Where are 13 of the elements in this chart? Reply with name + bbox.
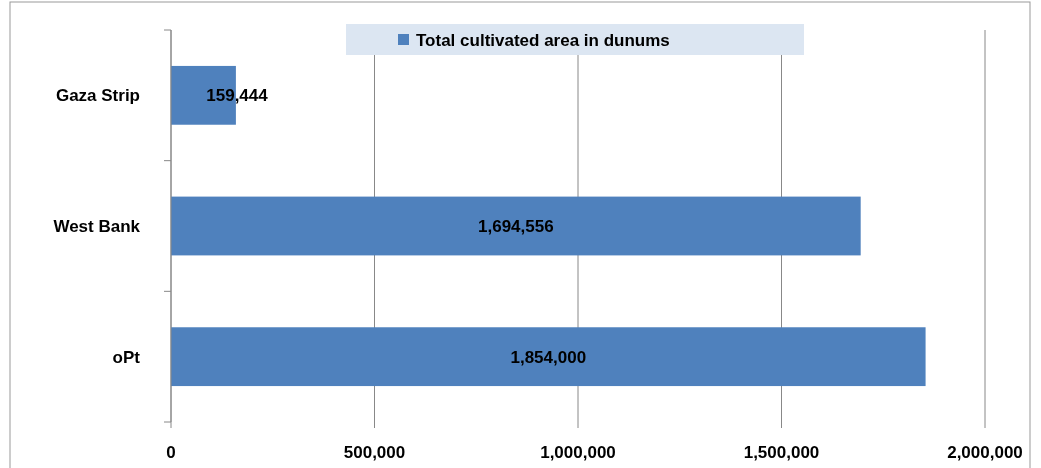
data-label: 1,854,000: [510, 347, 587, 367]
bar: [171, 196, 861, 256]
x-tick-label: 1,000,000: [540, 442, 616, 462]
legend-label: Total cultivated area in dunums: [416, 30, 670, 50]
x-tick-label: 500,000: [343, 442, 406, 462]
y-tick-label: oPt: [112, 347, 141, 367]
y-tick-label: Gaza Strip: [55, 86, 140, 106]
x-tick-label: 2,000,000: [947, 442, 1023, 462]
bar: [171, 327, 926, 387]
y-tick-label: West Bank: [53, 216, 141, 236]
x-tick-label: 0: [166, 442, 176, 462]
data-label: 1,694,556: [478, 216, 554, 236]
x-tick-label: 1,500,000: [743, 442, 820, 462]
